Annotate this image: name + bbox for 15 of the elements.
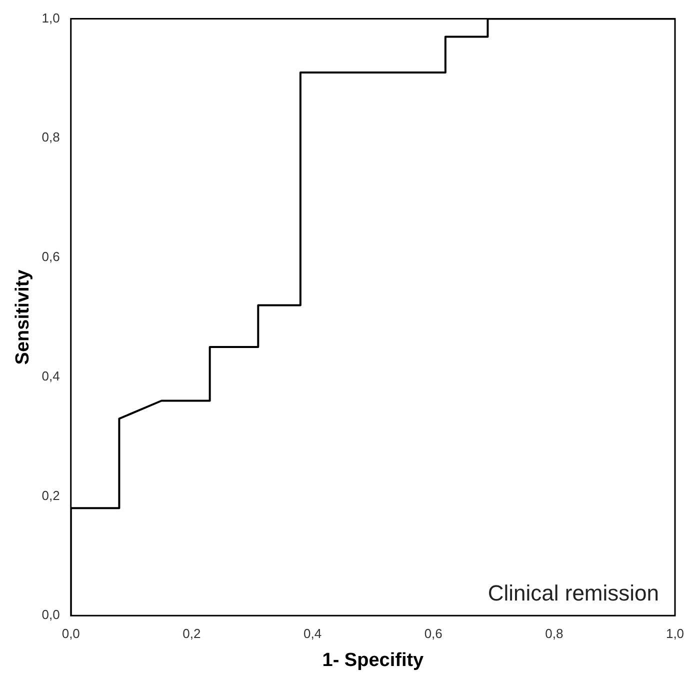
y-tick-label: 0,0 <box>42 607 60 622</box>
y-axis-title: Sensitivity <box>12 269 34 365</box>
x-tick-label: 0,4 <box>303 626 322 641</box>
y-tick-label: 0,6 <box>42 249 60 264</box>
x-axis-title: 1- Specifity <box>322 650 424 671</box>
annotation: Clinical remission <box>488 580 659 606</box>
x-tick-label: 0,6 <box>424 626 442 641</box>
x-tick-label: 0,0 <box>62 626 80 641</box>
x-tick-label: 0,8 <box>545 626 564 641</box>
x-tick-label: 1,0 <box>666 626 684 641</box>
y-tick-label: 0,4 <box>42 368 60 384</box>
y-tick-label: 0,8 <box>42 130 60 145</box>
y-tick-label: 1,0 <box>42 10 60 26</box>
y-tick-label: 0,2 <box>42 488 60 503</box>
x-tick-label: 0,2 <box>182 626 201 641</box>
